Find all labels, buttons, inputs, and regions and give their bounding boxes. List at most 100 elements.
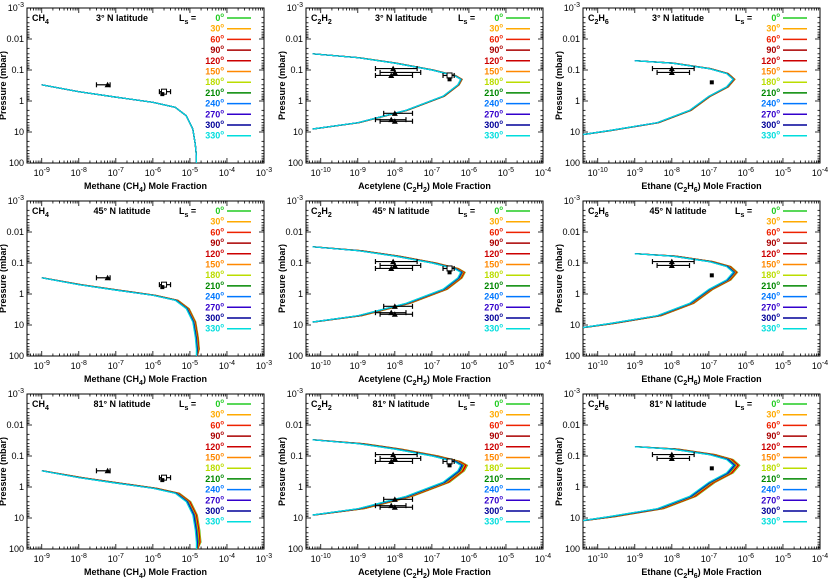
obs-filled-square <box>160 285 165 290</box>
legend-label: 120o <box>205 56 224 66</box>
legend-label-degree: o <box>499 13 503 19</box>
species-label-text: H <box>598 206 605 216</box>
legend-label: 210o <box>484 88 503 98</box>
y-tick-label-val: 10 <box>570 127 580 137</box>
legend-label: 150o <box>761 453 780 463</box>
legend-label: 270o <box>761 109 780 119</box>
legend-label: 0o <box>215 206 224 216</box>
x-tick-label: 10-8 <box>664 553 680 564</box>
legend-label: 60o <box>489 227 503 237</box>
x-tick-label-base: 10 <box>145 361 155 371</box>
x-tick-label-base: 10 <box>461 554 471 564</box>
y-tick-label-base: 10 <box>564 196 574 206</box>
y-tick-label-val: 0.01 <box>6 420 24 430</box>
x-tick-label: 10-7 <box>108 553 124 564</box>
legend-header-text: L <box>458 206 464 216</box>
x-tick-label-exp: -8 <box>81 360 87 367</box>
legend-label: 90o <box>766 431 780 441</box>
legend-label-value: 210 <box>761 88 776 98</box>
legend-header: Ls = <box>735 206 752 219</box>
x-tick-label-exp: -6 <box>748 360 754 367</box>
legend-label: 90o <box>489 45 503 55</box>
obs-triangle <box>391 69 398 75</box>
y-tick-label-val: 1 <box>19 289 24 299</box>
x-tick-label: 10-5 <box>498 167 514 178</box>
model-curve <box>312 53 463 130</box>
legend-label-degree: o <box>220 24 224 30</box>
legend-label-degree: o <box>776 99 780 105</box>
legend-label-degree: o <box>776 238 780 244</box>
legend-label-value: 0 <box>494 13 499 23</box>
legend-label: 0o <box>494 399 503 409</box>
x-tick-label-exp: -9 <box>44 360 50 367</box>
x-tick-label-base: 10 <box>219 361 229 371</box>
legend-label-value: 90 <box>766 431 776 441</box>
x-tick-label-base: 10 <box>387 554 397 564</box>
legend-label: 240o <box>484 292 503 302</box>
legend-label-degree: o <box>220 420 224 426</box>
x-tick-label: 10-9 <box>627 553 643 564</box>
x-tick-label-base: 10 <box>535 361 545 371</box>
model-curve <box>584 446 740 522</box>
legend-label-degree: o <box>776 410 780 416</box>
legend-label-degree: o <box>776 474 780 480</box>
legend-header-text: L <box>458 399 464 409</box>
y-tick-label: 0.1 <box>11 451 24 461</box>
latitude-label: 81° N latitude <box>93 399 150 409</box>
y-tick-label: 10 <box>570 127 580 137</box>
x-tick-label-base: 10 <box>812 554 822 564</box>
legend-label-value: 180 <box>761 270 776 280</box>
x-tick-label-exp: -8 <box>397 167 403 174</box>
y-tick-label-val: 10 <box>293 513 303 523</box>
x-tick-label-exp: -7 <box>711 553 717 560</box>
x-axis-title-text: ) Mole Fraction <box>427 181 491 191</box>
y-tick-label: 1 <box>298 482 303 492</box>
legend-label-degree: o <box>499 463 503 469</box>
legend-label: 240o <box>484 485 503 495</box>
model-curve <box>313 439 465 516</box>
y-tick-label: 0.01 <box>285 420 303 430</box>
y-tick-label: 10-3 <box>564 388 580 399</box>
species-label-sub: 2 <box>328 19 332 26</box>
legend-label-value: 30 <box>489 410 499 420</box>
legend-label-degree: o <box>499 24 503 30</box>
legend-label-value: 330 <box>205 131 220 141</box>
legend-label: 120o <box>761 442 780 452</box>
y-tick-label-val: 0.1 <box>290 451 303 461</box>
x-tick-label-exp: -9 <box>44 167 50 174</box>
x-tick-label: 10-10 <box>588 167 608 178</box>
x-axis-title-text: Acetylene (C <box>358 374 413 384</box>
species-label-text: C <box>588 206 595 216</box>
x-tick-label-base: 10 <box>387 361 397 371</box>
species-label-text: H <box>321 13 328 23</box>
legend-label: 150o <box>761 67 780 77</box>
legend-label-value: 30 <box>766 217 776 227</box>
x-tick-label-exp: -5 <box>785 167 791 174</box>
y-tick-label-base: 10 <box>564 389 574 399</box>
legend-header-sub: s <box>741 405 745 412</box>
legend-label-degree: o <box>776 463 780 469</box>
model-curve <box>314 439 468 516</box>
x-tick-label-exp: -4 <box>229 167 235 174</box>
model-curve <box>312 439 462 516</box>
legend-label-degree: o <box>776 270 780 276</box>
model-curve <box>41 84 197 163</box>
x-axis-title-sub: 6 <box>694 187 698 194</box>
legend-label-value: 210 <box>205 281 220 291</box>
obs-filled-square <box>447 463 452 468</box>
legend-label-degree: o <box>220 238 224 244</box>
legend-label-value: 270 <box>205 302 220 312</box>
legend-label-value: 180 <box>761 77 776 87</box>
legend-label: 60o <box>766 34 780 44</box>
legend-label-value: 210 <box>761 281 776 291</box>
obs-triangle <box>390 258 397 265</box>
model-curve <box>583 60 736 136</box>
model-curve <box>42 470 201 550</box>
x-tick-label-exp: -4 <box>822 553 828 560</box>
legend-label-value: 120 <box>205 56 220 66</box>
legend-label: 330o <box>205 131 224 141</box>
legend-label-value: 0 <box>771 206 776 216</box>
y-tick-label-exp: -3 <box>297 195 303 202</box>
legend-label-value: 300 <box>761 313 776 323</box>
x-axis-title-sub: 2 <box>413 573 417 580</box>
